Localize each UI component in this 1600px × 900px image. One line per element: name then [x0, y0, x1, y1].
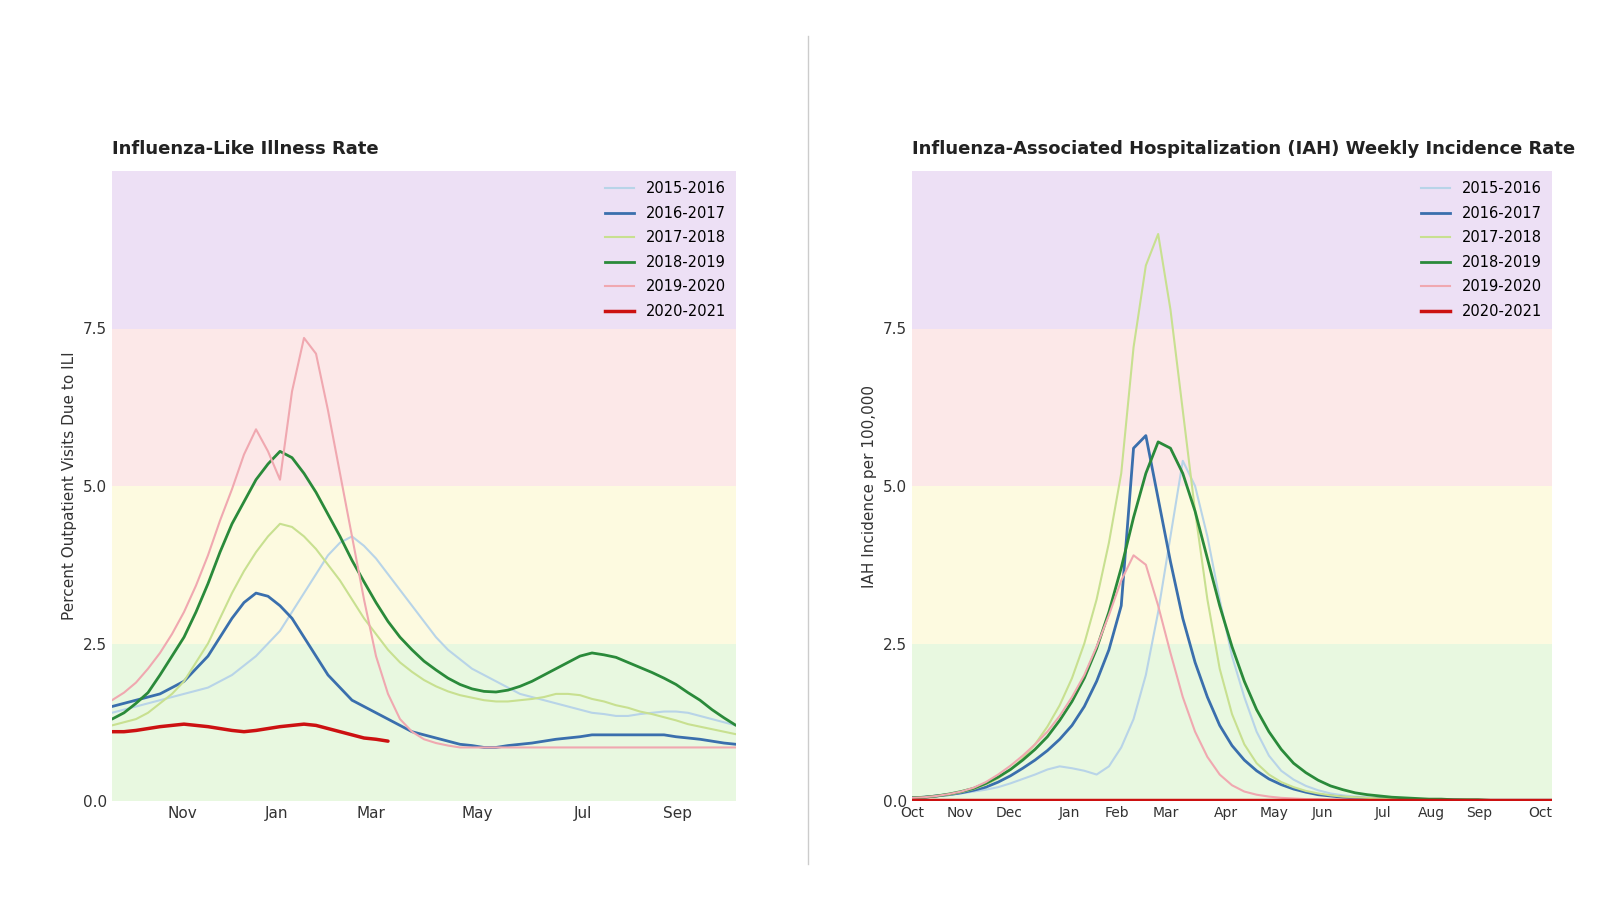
Legend: 2015-2016, 2016-2017, 2017-2018, 2018-2019, 2019-2020, 2020-2021: 2015-2016, 2016-2017, 2017-2018, 2018-20…	[1414, 176, 1547, 324]
Y-axis label: IAH Incidence per 100,000: IAH Incidence per 100,000	[862, 384, 877, 588]
Bar	[112, 328, 736, 486]
Bar	[112, 486, 736, 644]
Text: Influenza-Associated Hospitalization (IAH) Weekly Incidence Rate: Influenza-Associated Hospitalization (IA…	[912, 140, 1574, 158]
Bar	[912, 140, 1552, 328]
Bar	[112, 644, 736, 801]
Y-axis label: Percent Outpatient Visits Due to ILI: Percent Outpatient Visits Due to ILI	[62, 352, 77, 620]
Bar	[912, 328, 1552, 486]
Text: Influenza-Like Illness Rate: Influenza-Like Illness Rate	[112, 140, 379, 158]
Bar	[912, 644, 1552, 801]
Legend: 2015-2016, 2016-2017, 2017-2018, 2018-2019, 2019-2020, 2020-2021: 2015-2016, 2016-2017, 2017-2018, 2018-20…	[598, 176, 731, 324]
Bar	[912, 486, 1552, 644]
Bar	[112, 140, 736, 328]
